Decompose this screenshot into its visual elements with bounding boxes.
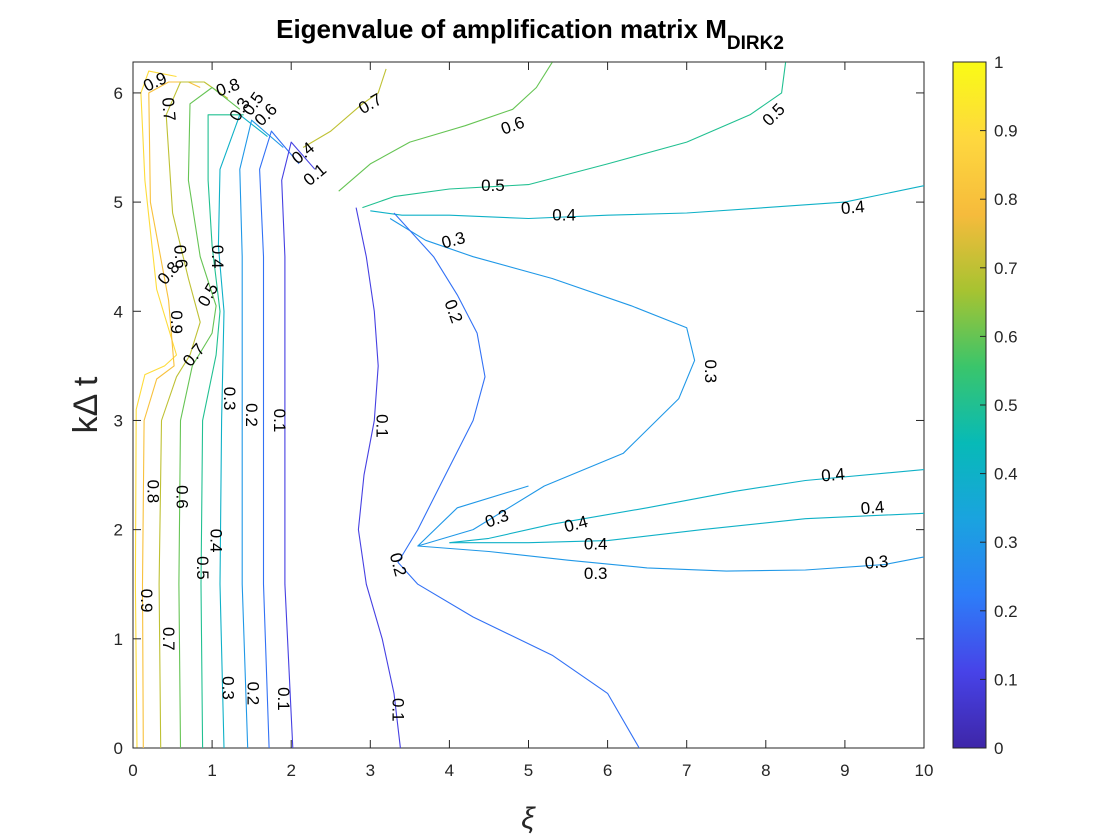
contour-label: 0.4 <box>208 245 227 269</box>
y-tick-label: 4 <box>114 302 123 321</box>
contour-label: 0.1 <box>270 409 289 433</box>
colorbar-tick-label: 0.2 <box>994 602 1018 621</box>
x-tick-label: 4 <box>445 761 454 780</box>
contour-label: 0.5 <box>193 556 212 580</box>
colorbar-tick-label: 0.1 <box>994 670 1018 689</box>
x-tick-label: 0 <box>128 761 137 780</box>
contour-label: 0.3 <box>864 552 889 573</box>
contour-line-0-2 <box>393 212 640 749</box>
contour-label: 0.7 <box>159 627 178 651</box>
contour-label: 0.6 <box>170 244 191 269</box>
contour-label: 0.3 <box>220 387 239 411</box>
x-tick-label: 3 <box>366 761 375 780</box>
contour-label: 0.4 <box>207 529 226 553</box>
colorbar-tick-label: 0.9 <box>994 122 1018 141</box>
contour-label: 0.9 <box>167 310 186 334</box>
colorbar-tick-label: 0.7 <box>994 259 1018 278</box>
contour-line-0-6 <box>338 62 553 192</box>
contour-label: 0.9 <box>137 589 156 613</box>
contour-label: 0.2 <box>244 682 263 706</box>
contour-label: 0.4 <box>840 197 865 218</box>
contour-label: 0.3 <box>218 676 237 700</box>
contour-line-0-8 <box>141 81 201 749</box>
chart-title: Eigenvalue of amplification matrix MDIRK… <box>276 14 784 54</box>
x-tick-label: 9 <box>840 761 849 780</box>
contour-label: 0.4 <box>584 534 608 553</box>
x-tick-label: 1 <box>207 761 216 780</box>
contour-label: 0.3 <box>584 564 608 583</box>
contour-label: 0.8 <box>143 480 162 504</box>
chart-title-subscript: DIRK2 <box>727 33 784 54</box>
contour-line-0-3 <box>417 545 925 572</box>
y-tick-label: 1 <box>114 630 123 649</box>
contour-line-0-7 <box>158 81 229 749</box>
x-tick-label: 10 <box>915 761 934 780</box>
y-tick-label: 2 <box>114 521 123 540</box>
y-axis: 0 1 2 3 4 5 6 <box>114 84 924 758</box>
x-tick-label: 5 <box>524 761 533 780</box>
contour-line-0-3 <box>389 218 696 547</box>
contour-line-0-4 <box>217 114 268 749</box>
contour-line-0-2 <box>259 130 300 749</box>
y-tick-label: 3 <box>114 411 123 430</box>
x-axis-label: ξ <box>521 802 536 835</box>
contour-label: 0.2 <box>242 403 261 427</box>
contour-label: 0.4 <box>820 465 845 486</box>
contour-label: 0.5 <box>481 176 505 195</box>
y-tick-label: 0 <box>114 739 123 758</box>
x-tick-label: 6 <box>603 761 612 780</box>
colorbar-tick-label: 0.8 <box>994 190 1018 209</box>
colorbar-tick-label: 0 <box>994 739 1003 758</box>
contour-line-0-9 <box>134 70 178 749</box>
colorbar-tick-label: 1 <box>994 53 1003 72</box>
contour-line-0-7 <box>302 68 387 148</box>
contour-line-0-3 <box>239 119 284 749</box>
contour-line-0-5 <box>362 62 787 209</box>
contour-label: 0.1 <box>274 687 293 711</box>
colorbar-tick-label: 0.4 <box>994 465 1018 484</box>
contour-label: 0.7 <box>158 97 179 122</box>
colorbar-ticks: 0 0.1 0.2 0.3 0.4 0.5 0.6 0.7 0.8 0.9 1 <box>980 53 1018 758</box>
colorbar-tick-label: 0.3 <box>994 533 1018 552</box>
contour-label: 0.1 <box>389 698 408 722</box>
contour-label: 0.4 <box>860 497 885 518</box>
colorbar-tick-label: 0.5 <box>994 396 1018 415</box>
x-axis: 0 1 2 3 4 5 6 7 8 9 10 <box>128 62 933 780</box>
x-tick-label: 7 <box>682 761 691 780</box>
chart-title-main: Eigenvalue of amplification matrix M <box>276 14 727 44</box>
contour-label: 0.1 <box>373 414 392 438</box>
contour-line-0-1 <box>281 141 316 749</box>
contour-label: 0.6 <box>173 485 192 509</box>
x-tick-label: 2 <box>286 761 295 780</box>
contour-lines <box>134 62 925 749</box>
contour-line-0-4 <box>370 185 925 220</box>
colorbar: 0 0.1 0.2 0.3 0.4 0.5 0.6 0.7 0.8 0.9 1 <box>952 53 1018 758</box>
y-axis-label: kΔ t <box>67 376 105 433</box>
contour-label: 0.4 <box>552 206 576 225</box>
y-tick-label: 6 <box>114 84 123 103</box>
contour-line-0-4 <box>449 469 925 544</box>
contour-line-0-1 <box>355 207 401 749</box>
y-tick-label: 5 <box>114 193 123 212</box>
x-tick-label: 8 <box>761 761 770 780</box>
contour-line-0-5 <box>200 114 244 749</box>
contour-label: 0.3 <box>701 359 720 383</box>
contour-line-0-4 <box>449 512 925 544</box>
colorbar-tick-label: 0.6 <box>994 327 1018 346</box>
contour-line-0-6 <box>178 86 241 749</box>
